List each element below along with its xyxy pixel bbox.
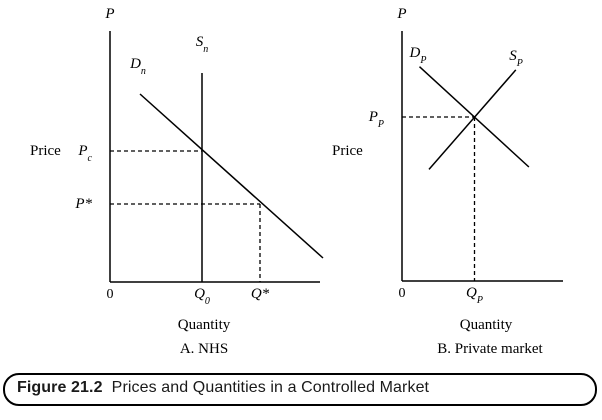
svg-text:0: 0	[399, 286, 406, 301]
svg-text:Quantity: Quantity	[178, 317, 231, 333]
svg-text:B. Private market: B. Private market	[437, 341, 543, 357]
svg-text:Price: Price	[332, 143, 363, 159]
svg-text:P*: P*	[74, 196, 92, 212]
svg-text:Q*: Q*	[251, 286, 270, 302]
svg-text:Price: Price	[30, 143, 61, 159]
svg-text:DP: DP	[409, 45, 427, 66]
svg-text:0: 0	[107, 287, 114, 302]
svg-text:Sn: Sn	[196, 34, 209, 55]
svg-text:SP: SP	[509, 48, 523, 69]
svg-text:QP: QP	[466, 285, 483, 306]
svg-text:P: P	[104, 6, 114, 22]
svg-text:Q0: Q0	[194, 286, 210, 307]
svg-text:Quantity: Quantity	[460, 317, 513, 333]
svg-text:Dn: Dn	[129, 56, 146, 77]
svg-text:P: P	[396, 6, 406, 22]
svg-text:PP: PP	[368, 109, 384, 130]
svg-text:Pc: Pc	[77, 143, 92, 164]
svg-text:A. NHS: A. NHS	[180, 341, 228, 357]
